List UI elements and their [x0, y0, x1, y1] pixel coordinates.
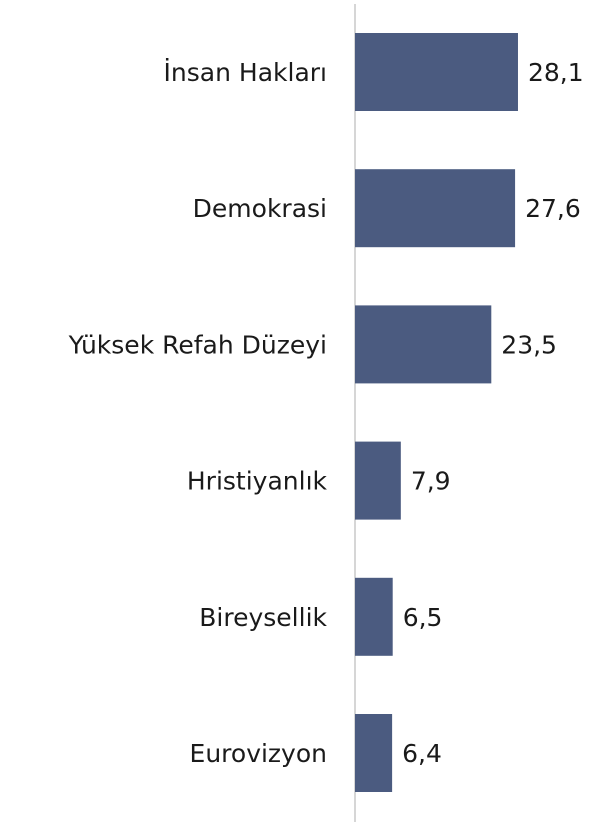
category-label: Yüksek Refah Düzeyi — [68, 330, 327, 359]
category-label: Bireysellik — [199, 603, 327, 632]
value-label: 27,6 — [525, 194, 581, 223]
value-label: 7,9 — [411, 467, 451, 496]
bar — [355, 33, 518, 111]
category-label: İnsan Hakları — [164, 58, 327, 87]
value-label: 6,5 — [403, 603, 443, 632]
category-label: Eurovizyon — [190, 739, 327, 768]
category-label: Demokrasi — [193, 194, 327, 223]
value-label: 23,5 — [501, 330, 557, 359]
bar — [355, 305, 492, 384]
bar — [355, 169, 516, 248]
bar — [355, 714, 393, 792]
bar — [355, 577, 393, 656]
bar — [355, 441, 401, 520]
category-label: Hristiyanlık — [187, 467, 328, 496]
value-label: 6,4 — [402, 739, 442, 768]
value-label: 28,1 — [528, 58, 584, 87]
